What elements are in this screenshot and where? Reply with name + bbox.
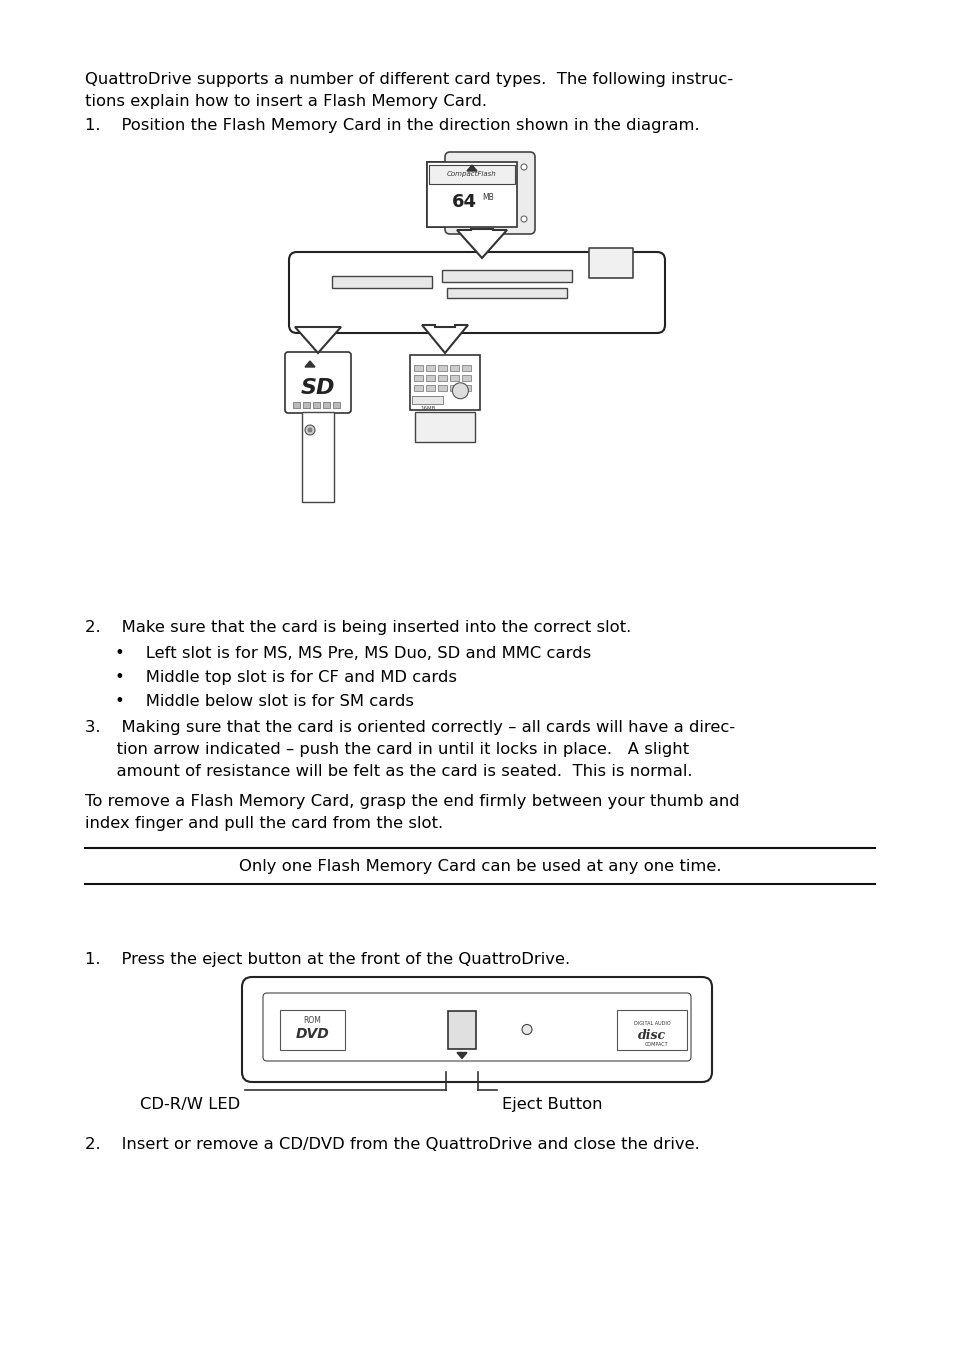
Text: QuattroDrive supports a number of different card types.  The following instruc-: QuattroDrive supports a number of differ… xyxy=(85,72,732,87)
FancyBboxPatch shape xyxy=(242,977,711,1082)
Bar xyxy=(426,365,435,370)
Text: •    Left slot is for MS, MS Pre, MS Duo, SD and MMC cards: • Left slot is for MS, MS Pre, MS Duo, S… xyxy=(115,646,591,661)
Polygon shape xyxy=(305,361,314,366)
Text: 3.    Making sure that the card is oriented correctly – all cards will have a di: 3. Making sure that the card is oriented… xyxy=(85,721,735,735)
Text: •    Middle top slot is for CF and MD cards: • Middle top slot is for CF and MD cards xyxy=(115,671,456,685)
Text: 1.    Position the Flash Memory Card in the direction shown in the diagram.: 1. Position the Flash Memory Card in the… xyxy=(85,118,699,132)
Polygon shape xyxy=(421,324,468,353)
Text: SD: SD xyxy=(300,377,335,397)
Text: •    Middle below slot is for SM cards: • Middle below slot is for SM cards xyxy=(115,694,414,708)
Bar xyxy=(412,396,442,404)
Circle shape xyxy=(452,383,468,399)
Circle shape xyxy=(520,216,526,222)
FancyBboxPatch shape xyxy=(289,251,664,333)
FancyBboxPatch shape xyxy=(285,352,351,412)
Text: 1GB: 1GB xyxy=(479,188,499,197)
Bar xyxy=(293,402,299,408)
Text: CompactFlash: CompactFlash xyxy=(447,170,497,177)
Bar xyxy=(429,165,515,184)
Polygon shape xyxy=(294,327,340,353)
Bar xyxy=(426,385,435,391)
Bar xyxy=(415,412,475,442)
Text: 64: 64 xyxy=(451,193,476,211)
Text: COMPACT: COMPACT xyxy=(644,1042,668,1046)
Text: MB: MB xyxy=(481,192,494,201)
Text: 64: 64 xyxy=(451,193,476,211)
Bar xyxy=(447,288,566,297)
Bar xyxy=(426,375,435,381)
Circle shape xyxy=(521,1025,532,1034)
Text: CD-R/W LED: CD-R/W LED xyxy=(139,1096,240,1111)
Bar xyxy=(450,375,458,381)
FancyBboxPatch shape xyxy=(263,992,690,1061)
Text: CompactFlash: CompactFlash xyxy=(447,170,497,177)
Bar xyxy=(441,270,572,283)
Bar xyxy=(280,1010,345,1049)
Text: Eject Button: Eject Button xyxy=(501,1096,602,1111)
Bar xyxy=(302,412,334,502)
Bar xyxy=(588,247,633,279)
Bar xyxy=(414,385,422,391)
Bar xyxy=(332,276,432,288)
Text: amount of resistance will be felt as the card is seated.  This is normal.: amount of resistance will be felt as the… xyxy=(85,764,692,779)
Circle shape xyxy=(520,164,526,170)
Text: disc: disc xyxy=(638,1029,665,1042)
Bar xyxy=(303,402,310,408)
Text: 2.    Make sure that the card is being inserted into the correct slot.: 2. Make sure that the card is being inse… xyxy=(85,621,631,635)
Bar xyxy=(448,1010,476,1049)
Bar xyxy=(333,402,339,408)
Text: Only one Flash Memory Card can be used at any one time.: Only one Flash Memory Card can be used a… xyxy=(238,860,720,875)
Bar xyxy=(410,356,479,410)
Polygon shape xyxy=(456,1052,467,1059)
Polygon shape xyxy=(467,165,476,170)
Text: DVD: DVD xyxy=(295,1028,329,1041)
Text: 16MB: 16MB xyxy=(419,406,435,411)
Bar xyxy=(427,162,517,227)
Bar xyxy=(313,402,319,408)
Text: ROM: ROM xyxy=(303,1015,321,1025)
Text: 1.    Press the eject button at the front of the QuattroDrive.: 1. Press the eject button at the front o… xyxy=(85,952,570,967)
Text: DIGITAL AUDIO: DIGITAL AUDIO xyxy=(633,1021,670,1026)
Bar xyxy=(450,365,458,370)
Polygon shape xyxy=(467,165,476,170)
Bar xyxy=(427,162,517,227)
Bar xyxy=(461,385,471,391)
Circle shape xyxy=(305,425,314,435)
Bar xyxy=(437,365,447,370)
Bar xyxy=(414,375,422,381)
Bar xyxy=(323,402,330,408)
Text: MB: MB xyxy=(481,192,494,201)
Text: tions explain how to insert a Flash Memory Card.: tions explain how to insert a Flash Memo… xyxy=(85,95,486,110)
Bar xyxy=(617,1010,686,1049)
Text: To remove a Flash Memory Card, grasp the end firmly between your thumb and: To remove a Flash Memory Card, grasp the… xyxy=(85,794,739,808)
Bar xyxy=(429,165,515,184)
Bar xyxy=(437,375,447,381)
Bar xyxy=(450,385,458,391)
Circle shape xyxy=(308,429,312,433)
Text: 2.    Insert or remove a CD/DVD from the QuattroDrive and close the drive.: 2. Insert or remove a CD/DVD from the Qu… xyxy=(85,1137,699,1152)
Bar xyxy=(414,365,422,370)
Bar xyxy=(461,365,471,370)
Text: index finger and pull the card from the slot.: index finger and pull the card from the … xyxy=(85,817,442,831)
Polygon shape xyxy=(456,228,506,258)
FancyBboxPatch shape xyxy=(444,151,535,234)
Text: tion arrow indicated – push the card in until it locks in place.   A slight: tion arrow indicated – push the card in … xyxy=(85,742,688,757)
Circle shape xyxy=(453,164,458,170)
Bar xyxy=(461,375,471,381)
Bar xyxy=(437,385,447,391)
